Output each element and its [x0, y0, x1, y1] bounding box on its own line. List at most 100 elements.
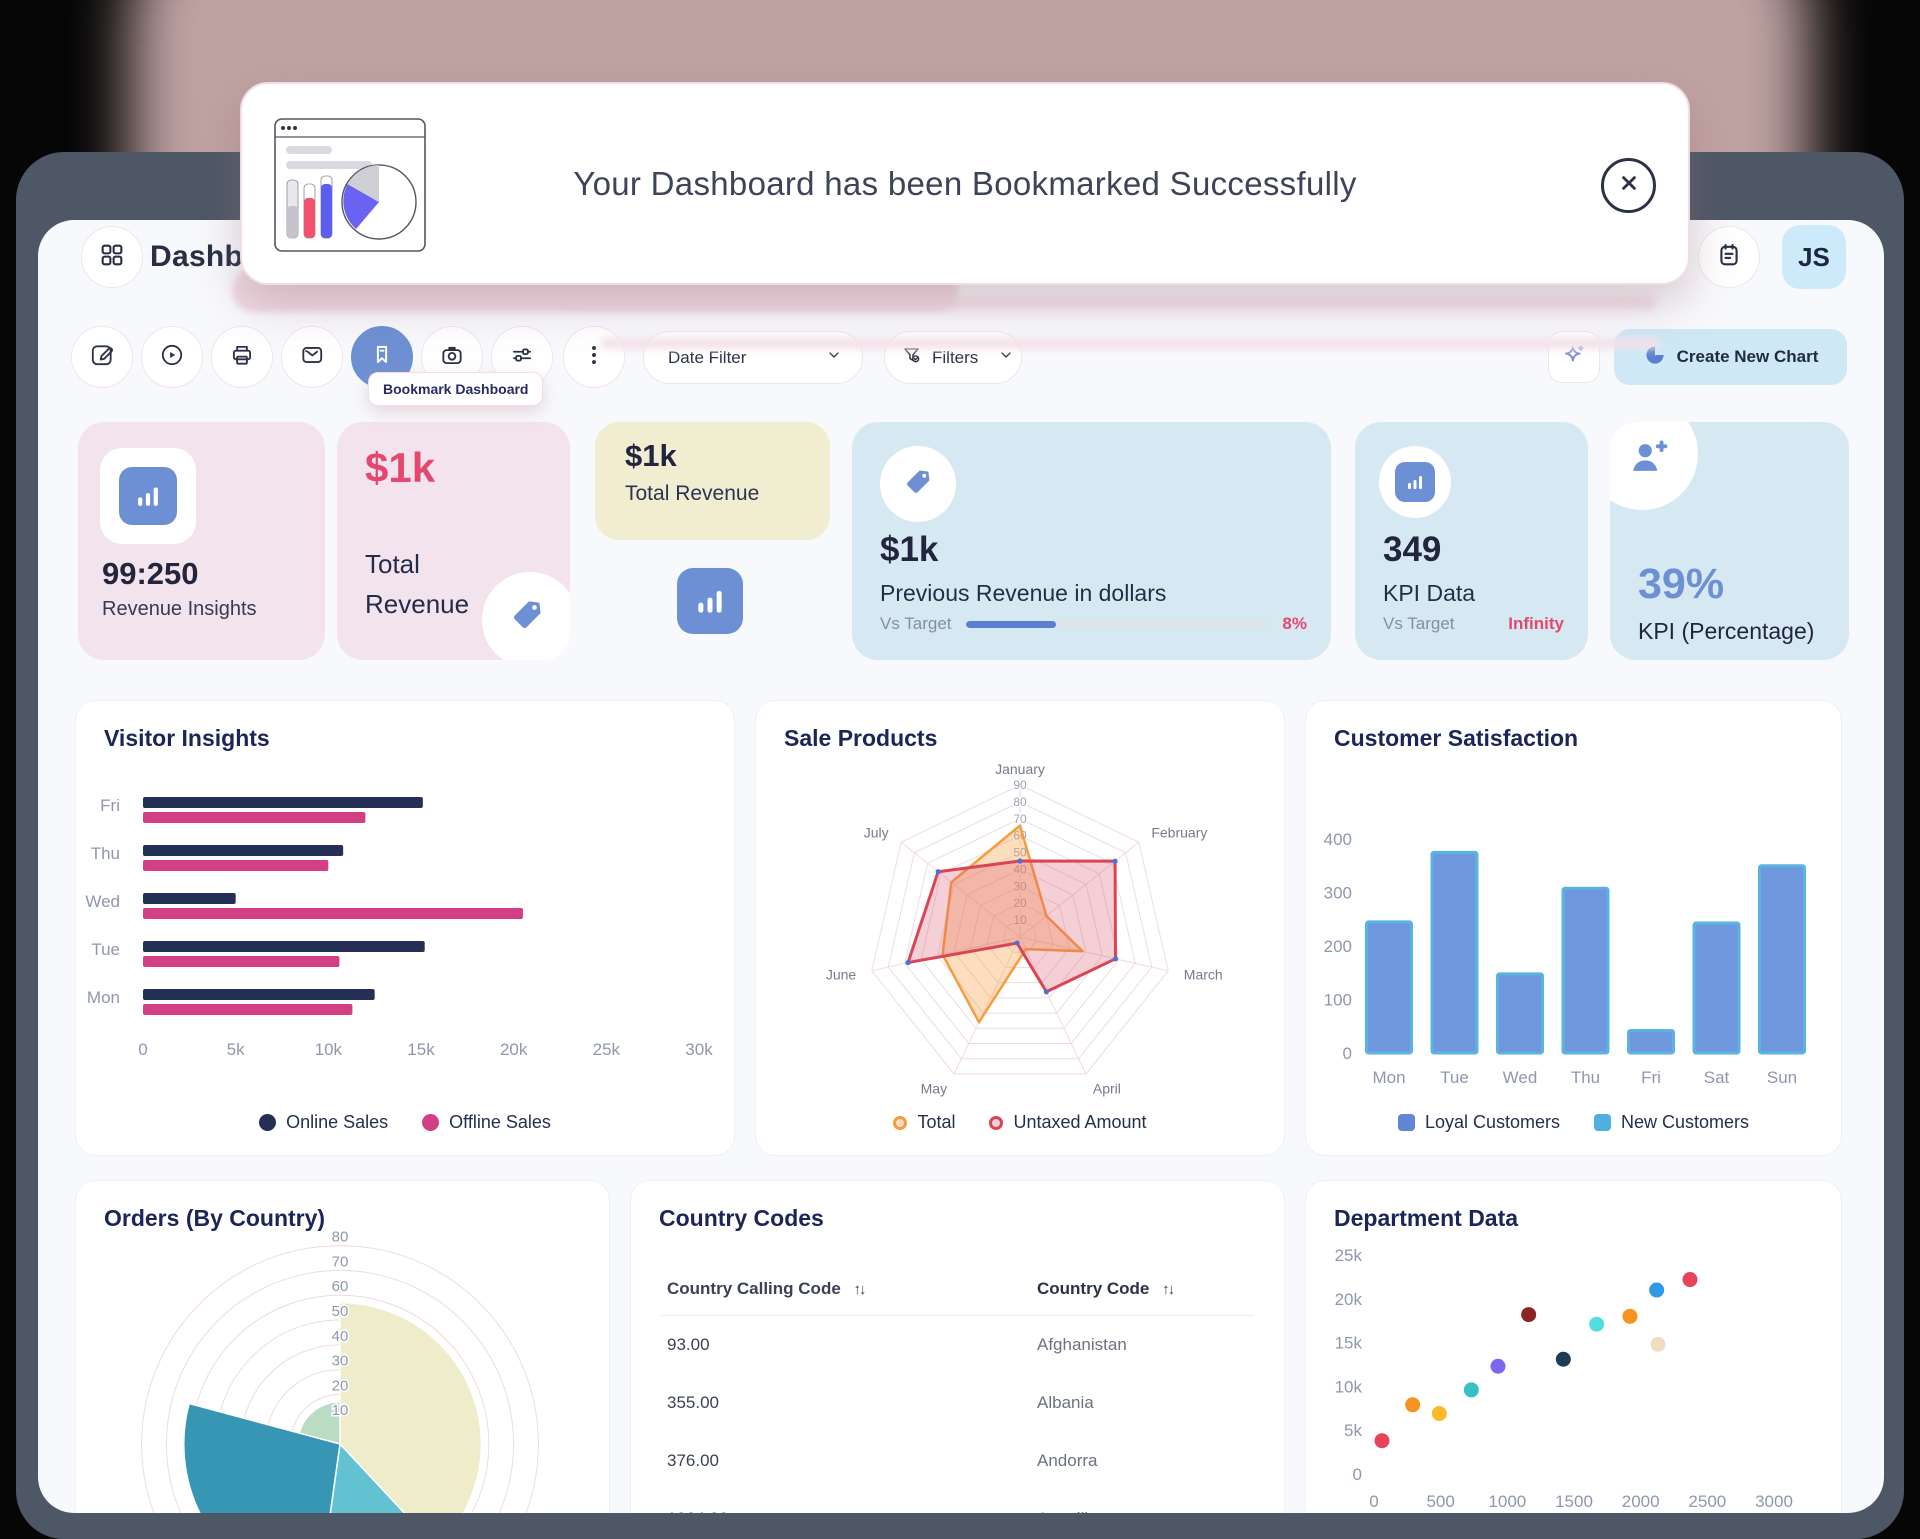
scatter-point: [1405, 1397, 1421, 1413]
table-row[interactable]: 1264.00 Anguilla: [661, 1490, 1254, 1513]
x-tick-label: 1000: [1488, 1492, 1526, 1511]
edit-button[interactable]: [71, 326, 133, 388]
radar-tick-label: 90: [1013, 778, 1027, 792]
toast-close-button[interactable]: [1601, 158, 1656, 213]
sale-products-card: Sale Products January February March April M…: [755, 700, 1285, 1156]
kpi-value: 349: [1383, 530, 1442, 569]
legend-item[interactable]: Offline Sales: [422, 1112, 551, 1133]
scatter-point: [1374, 1433, 1390, 1449]
department-data-scatter-chart: 0 5k 10k 15k 20k 25k 0 500 1000 1500 2000 2500 3000: [1335, 1246, 1793, 1511]
offline-sales-bar: [143, 1004, 353, 1015]
x-tick-label: 10k: [315, 1040, 343, 1059]
x-tick-label: Sun: [1767, 1068, 1797, 1087]
radar-tick-label: 30: [1013, 879, 1027, 893]
legend-label: Total: [917, 1112, 956, 1132]
polar-segment: [329, 1442, 406, 1513]
column-header[interactable]: Country Code ↑↓: [1037, 1279, 1175, 1298]
send-button[interactable]: [281, 326, 343, 388]
scatter-point: [1555, 1351, 1571, 1367]
legend-item[interactable]: Online Sales: [259, 1112, 388, 1133]
kpi-label: Revenue Insights: [102, 598, 257, 620]
y-tick-label: Tue: [91, 940, 120, 959]
polar-tick-label: 10: [332, 1402, 349, 1419]
orders-polar-chart: 80 70 60 50 40 30 20 10: [141, 1231, 539, 1513]
radar-tick-label: 40: [1013, 862, 1027, 876]
x-tick-label: Mon: [1372, 1068, 1405, 1087]
table-row[interactable]: 355.00 Albania: [661, 1374, 1254, 1432]
radar-tick-label: 50: [1013, 846, 1027, 860]
radar-point: [935, 869, 941, 875]
scatter-point: [1622, 1308, 1638, 1324]
kpi-card-kpi-percentage: 39% KPI (Percentage): [1610, 422, 1849, 660]
online-sales-bar: [143, 845, 344, 856]
kpi-target-row: Vs Target Infinity: [1383, 614, 1564, 634]
legend-label: Offline Sales: [449, 1112, 551, 1132]
kpi-label: Total Revenue: [625, 482, 760, 505]
vs-target-label: Vs Target: [880, 614, 952, 633]
chart-title: Orders (By Country): [104, 1205, 326, 1231]
table-row[interactable]: 93.00 Afghanistan: [661, 1316, 1254, 1374]
y-tick-label: Thu: [91, 844, 120, 863]
satisfaction-bar: [1627, 1029, 1675, 1055]
avatar[interactable]: JS: [1782, 225, 1846, 289]
y-tick-label: 100: [1324, 991, 1352, 1010]
grid-icon: [98, 241, 126, 274]
target-value: 8%: [1282, 614, 1307, 633]
x-tick-label: 30k: [685, 1040, 713, 1059]
more-options-button[interactable]: [563, 326, 625, 388]
radar-tick-label: 70: [1013, 812, 1027, 826]
kebab-menu-icon: [581, 342, 607, 373]
printer-icon: [229, 342, 255, 373]
edit-icon: [89, 342, 115, 373]
target-progress-track: [965, 620, 1269, 628]
play-button[interactable]: [141, 326, 203, 388]
toast-message: Your Dashboard has been Bookmarked Succe…: [573, 164, 1357, 202]
sort-icon[interactable]: ↑↓: [1162, 1281, 1175, 1298]
polar-tick-label: 30: [332, 1353, 349, 1370]
legend-item[interactable]: Untaxed Amount: [989, 1112, 1147, 1133]
radar-axis-label: April: [1093, 1080, 1121, 1096]
kpi-corner-circle: [482, 572, 570, 660]
legend-label: Untaxed Amount: [1013, 1112, 1147, 1132]
radar-axis-label: June: [826, 966, 857, 982]
y-tick-label: Mon: [87, 988, 120, 1007]
radar-axis: [1019, 936, 1087, 1075]
target-value: Infinity: [1508, 614, 1564, 633]
y-tick-label: Wed: [85, 892, 120, 911]
glow-streak: [600, 338, 1660, 349]
chart-title: Country Codes: [659, 1205, 824, 1231]
offline-sales-bar: [143, 812, 366, 823]
kpi-card-total-revenue: $1k Total Revenue: [337, 422, 570, 660]
sort-icon[interactable]: ↑↓: [853, 1281, 867, 1298]
kpi-icon-circle: [880, 446, 956, 522]
notes-button[interactable]: [1698, 226, 1760, 288]
country-cell: Anguilla: [1037, 1509, 1098, 1513]
online-sales-bar: [143, 941, 425, 952]
table-header-row: Country Calling Code ↑↓ Country Code ↑↓: [661, 1269, 1254, 1316]
legend-item[interactable]: Total: [893, 1112, 955, 1133]
satisfaction-bar: [1365, 920, 1413, 1055]
kpi-icon-box: [100, 448, 196, 544]
online-sales-bar: [143, 989, 375, 1000]
chart-title: Department Data: [1334, 1205, 1519, 1231]
apps-grid-button[interactable]: [81, 226, 143, 288]
legend-item[interactable]: New Customers: [1594, 1112, 1749, 1133]
scatter-point: [1649, 1282, 1665, 1298]
x-tick-label: Tue: [1440, 1068, 1469, 1087]
tag-icon: [902, 466, 934, 503]
y-tick-label: 5k: [1344, 1421, 1362, 1440]
radar-ring: [920, 835, 1120, 1029]
dashboard-illustration: [274, 118, 426, 257]
scatter-point: [1521, 1307, 1537, 1323]
kpi-target-row: Vs Target 8%: [880, 614, 1307, 634]
print-button[interactable]: [211, 326, 273, 388]
radar-point: [1112, 956, 1119, 962]
satisfaction-bar: [1496, 972, 1544, 1055]
radar-axis-label: February: [1151, 824, 1207, 840]
column-header[interactable]: Country Calling Code ↑↓: [667, 1279, 867, 1298]
kpi-label: KPI (Percentage): [1638, 618, 1815, 644]
date-filter-label: Date Filter: [668, 347, 747, 367]
x-tick-label: 500: [1426, 1492, 1454, 1511]
table-row[interactable]: 376.00 Andorra: [661, 1432, 1254, 1490]
legend-item[interactable]: Loyal Customers: [1397, 1112, 1560, 1133]
